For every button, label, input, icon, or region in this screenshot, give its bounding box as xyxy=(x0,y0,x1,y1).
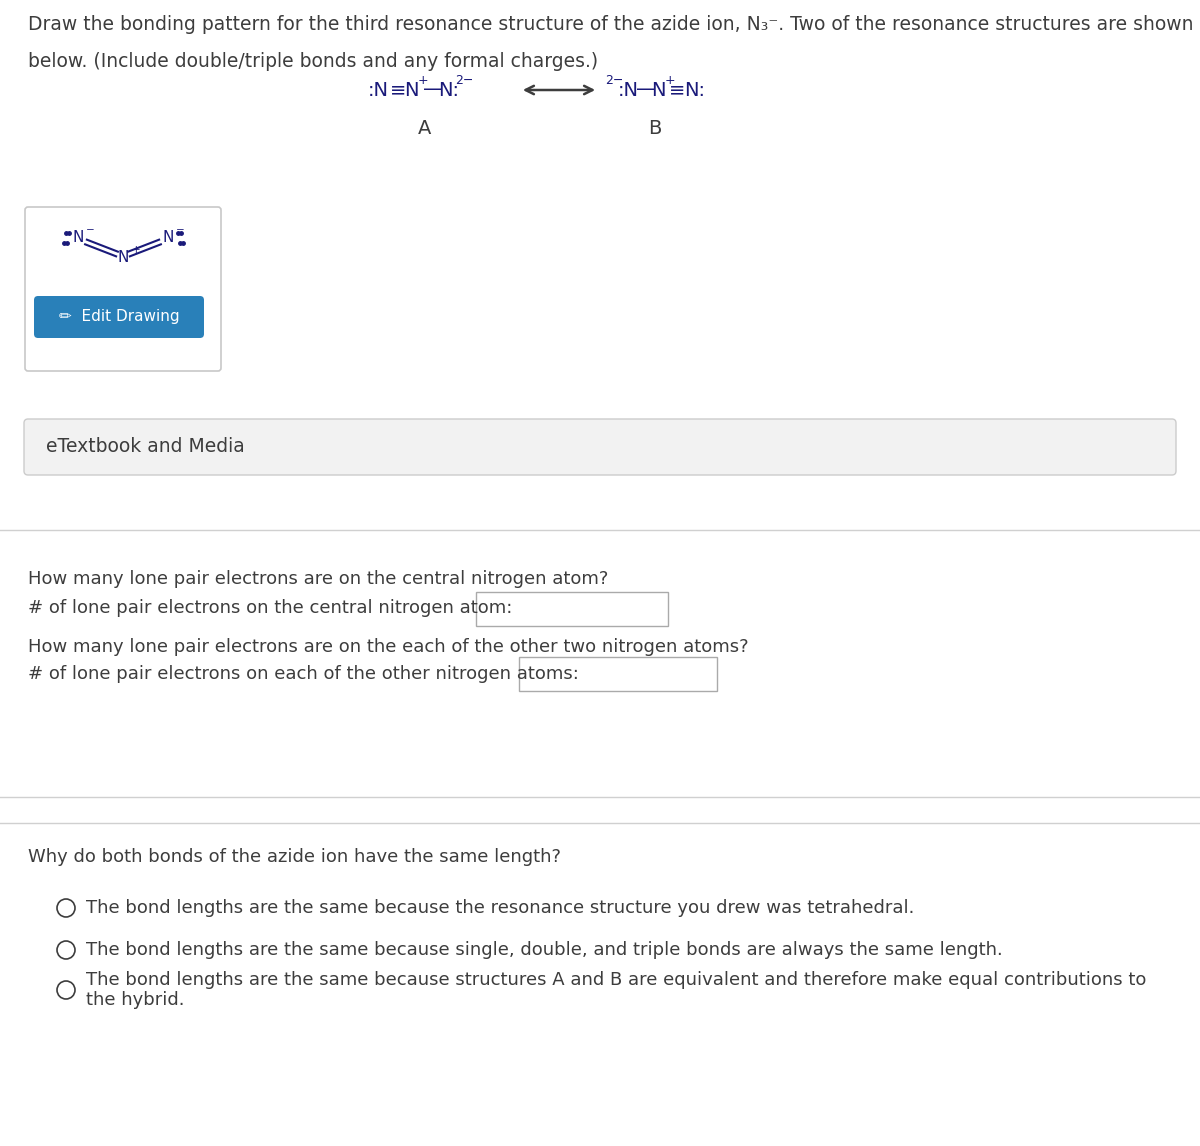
Text: —: — xyxy=(636,80,655,100)
FancyBboxPatch shape xyxy=(34,296,204,338)
Text: +: + xyxy=(665,73,676,86)
FancyBboxPatch shape xyxy=(24,419,1176,474)
Text: −: − xyxy=(176,225,185,235)
Text: :N: :N xyxy=(618,80,640,100)
Text: +: + xyxy=(132,245,140,256)
Text: B: B xyxy=(648,118,661,138)
Text: The bond lengths are the same because the resonance structure you drew was tetra: The bond lengths are the same because th… xyxy=(86,898,914,917)
Text: ≡: ≡ xyxy=(390,80,407,100)
Text: N: N xyxy=(162,230,174,245)
Text: N:: N: xyxy=(684,80,706,100)
Text: The bond lengths are the same because structures A and B are equivalent and ther: The bond lengths are the same because st… xyxy=(86,971,1146,1010)
Text: N: N xyxy=(404,80,419,100)
Text: # of lone pair electrons on the central nitrogen atom:: # of lone pair electrons on the central … xyxy=(28,599,512,617)
Text: 2−: 2− xyxy=(455,73,473,86)
FancyBboxPatch shape xyxy=(25,207,221,371)
Text: A: A xyxy=(419,118,432,138)
Text: How many lone pair electrons are on the each of the other two nitrogen atoms?: How many lone pair electrons are on the … xyxy=(28,638,749,656)
Text: N:: N: xyxy=(438,80,458,100)
Text: −: − xyxy=(86,225,95,235)
Text: How many lone pair electrons are on the central nitrogen atom?: How many lone pair electrons are on the … xyxy=(28,570,608,588)
Bar xyxy=(520,657,718,691)
Text: N: N xyxy=(118,251,128,266)
Text: —: — xyxy=(424,80,443,100)
Text: N: N xyxy=(650,80,666,100)
Text: 2−: 2− xyxy=(605,73,623,86)
Text: +: + xyxy=(418,73,428,86)
Text: The bond lengths are the same because single, double, and triple bonds are alway: The bond lengths are the same because si… xyxy=(86,941,1003,959)
Text: :N: :N xyxy=(368,80,389,100)
Text: # of lone pair electrons on each of the other nitrogen atoms:: # of lone pair electrons on each of the … xyxy=(28,665,578,683)
Text: ✏  Edit Drawing: ✏ Edit Drawing xyxy=(59,309,179,324)
Text: eTextbook and Media: eTextbook and Media xyxy=(46,438,245,456)
Text: Draw the bonding pattern for the third resonance structure of the azide ion, N₃⁻: Draw the bonding pattern for the third r… xyxy=(28,15,1194,34)
Text: Why do both bonds of the azide ion have the same length?: Why do both bonds of the azide ion have … xyxy=(28,848,562,866)
Text: N: N xyxy=(72,230,84,245)
Text: below. (Include double/triple bonds and any formal charges.): below. (Include double/triple bonds and … xyxy=(28,52,598,71)
Bar xyxy=(476,592,668,626)
Text: ≡: ≡ xyxy=(670,80,685,100)
